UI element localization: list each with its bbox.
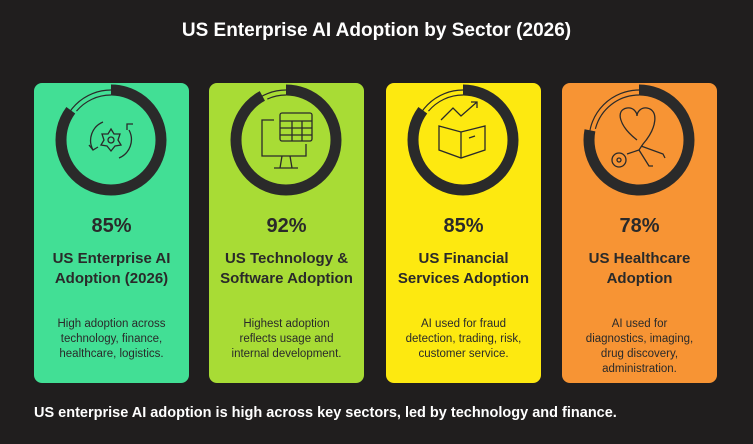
adoption-percent: 92% (266, 215, 307, 237)
card-heading: US Financial Services Adoption (397, 250, 530, 287)
ring-remainder (417, 94, 509, 186)
ring-progress (583, 84, 695, 196)
book-trend-icon (438, 101, 486, 159)
card-heading: US Enterprise AI Adoption (2026) (52, 250, 171, 287)
monitor-spreadsheet-icon (261, 112, 313, 169)
sector-card: 78% US Healthcare Adoption AI used for d… (562, 83, 717, 383)
sector-card: 85% US Enterprise AI Adoption (2026) Hig… (34, 83, 189, 383)
heart-stethoscope-icon (611, 107, 666, 168)
ring-remainder (65, 94, 157, 186)
adoption-ring (55, 84, 167, 196)
ring-remainder (240, 94, 332, 186)
summary-footer: US enterprise AI adoption is high across… (34, 405, 617, 421)
ring-progress (407, 84, 519, 196)
adoption-percent: 85% (91, 215, 132, 237)
ring-progress (230, 84, 342, 196)
gear-cycle-icon (88, 121, 133, 159)
card-description: AI used for diagnostics, imaging, drug d… (585, 318, 694, 375)
adoption-ring (230, 84, 342, 196)
card-heading: US Technology & Software Adoption (220, 250, 353, 287)
page-title: US Enterprise AI Adoption by Sector (202… (181, 20, 572, 41)
adoption-percent: 85% (443, 215, 484, 237)
adoption-ring (583, 84, 695, 196)
card-description: Highest adoption reflects usage and inte… (231, 318, 342, 360)
ring-progress (55, 84, 167, 196)
ring-remainder (593, 94, 685, 186)
adoption-percent: 78% (619, 215, 660, 237)
card-description: High adoption across technology, finance… (57, 318, 166, 360)
sector-card: 85% US Financial Services Adoption AI us… (386, 83, 541, 383)
adoption-ring (407, 84, 519, 196)
card-heading: US Healthcare Adoption (588, 250, 691, 287)
sector-card: 92% US Technology & Software Adoption Hi… (209, 83, 364, 383)
card-description: AI used for fraud detection, trading, ri… (405, 318, 522, 360)
